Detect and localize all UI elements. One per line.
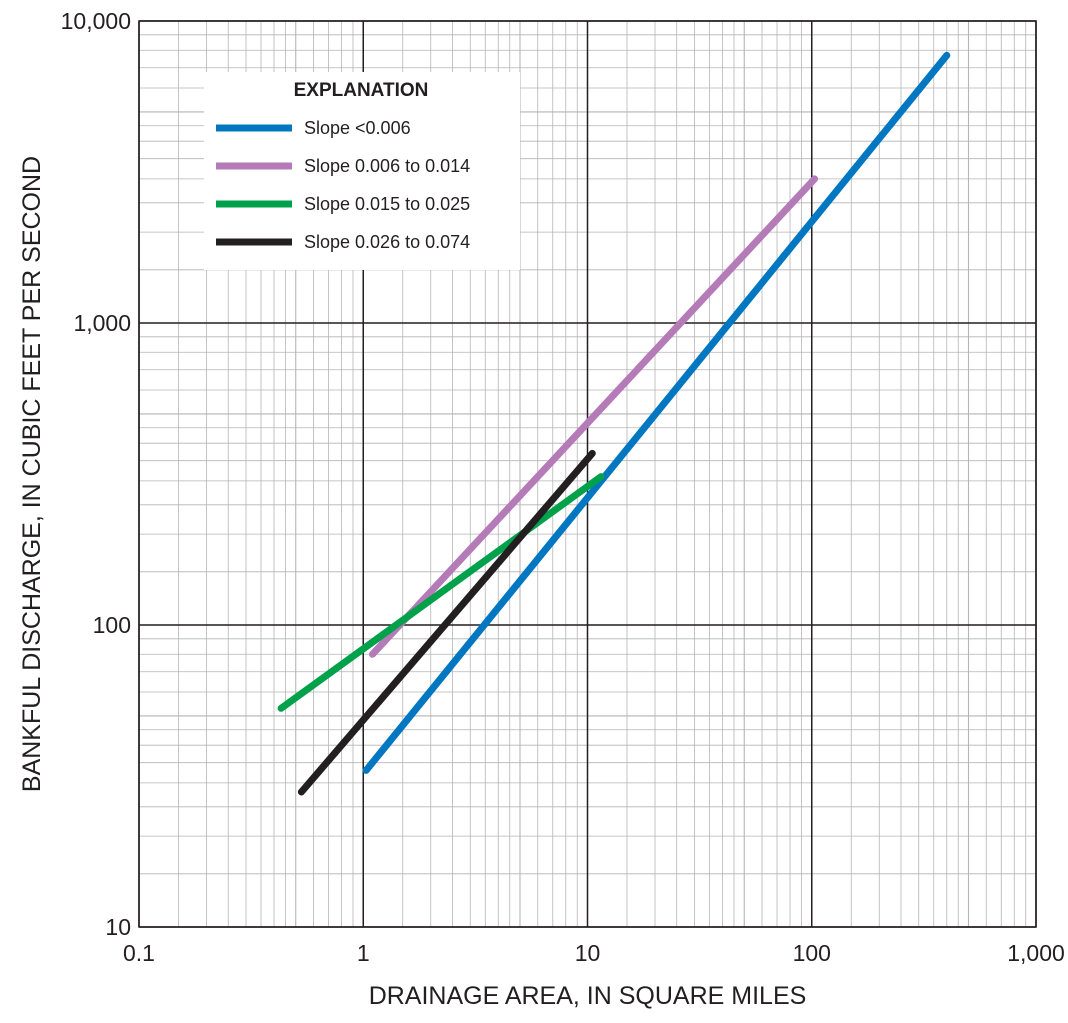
- x-tick-label: 1,000: [1007, 940, 1065, 966]
- x-axis-title: DRAINAGE AREA, IN SQUARE MILES: [369, 982, 807, 1010]
- legend-label-2: Slope 0.006 to 0.014: [304, 156, 470, 176]
- legend: EXPLANATION Slope <0.006 Slope 0.006 to 0…: [204, 72, 520, 270]
- y-tick-label: 10: [105, 914, 131, 940]
- legend-title: EXPLANATION: [294, 80, 429, 101]
- x-tick-label: 0.1: [123, 940, 155, 966]
- x-tick-label: 100: [793, 940, 831, 966]
- plot-frame: [138, 20, 1037, 928]
- series-line-3: [277, 473, 605, 712]
- series-line-2: [369, 175, 819, 658]
- x-tick-label: 10: [575, 940, 601, 966]
- y-tick-label: 100: [93, 612, 131, 638]
- y-tick-label: 10,000: [61, 8, 131, 34]
- legend-box: [204, 72, 520, 270]
- series-line-1: [362, 51, 951, 774]
- y-tick-label: 1,000: [73, 310, 131, 336]
- y-tick-labels: 10 100 1,000 10,000: [61, 8, 131, 940]
- x-tick-labels: 0.1 1 10 100 1,000: [123, 940, 1065, 966]
- series-line-4: [297, 449, 596, 796]
- x-tick-label: 1: [357, 940, 370, 966]
- y-axis-title: BANKFUL DISCHARGE, IN CUBIC FEET PER SEC…: [18, 156, 46, 792]
- series-layer: [277, 51, 951, 796]
- legend-label-1: Slope <0.006: [304, 118, 411, 138]
- legend-label-4: Slope 0.026 to 0.074: [304, 232, 470, 252]
- legend-label-3: Slope 0.015 to 0.025: [304, 194, 470, 214]
- legend-items: Slope <0.006 Slope 0.006 to 0.014 Slope 0.…: [216, 118, 470, 252]
